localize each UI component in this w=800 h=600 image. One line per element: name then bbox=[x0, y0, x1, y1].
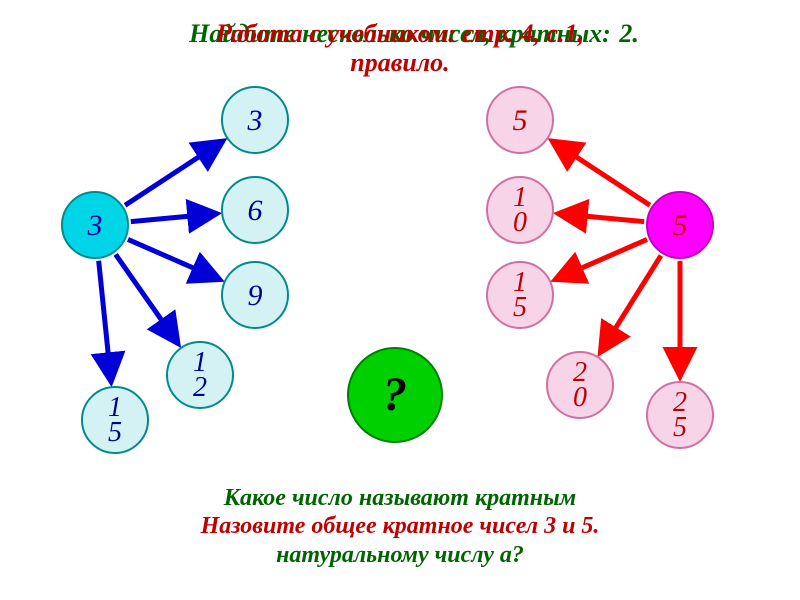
title-overlay-3: 2. bbox=[619, 20, 639, 49]
right-target-node-0: 5 bbox=[486, 86, 554, 154]
arrow bbox=[560, 214, 644, 222]
right-target-node-2: 1 5 bbox=[486, 261, 554, 329]
right-target-node-2-label: 1 5 bbox=[506, 270, 534, 320]
left-target-node-0-label: 3 bbox=[248, 107, 263, 134]
arrow bbox=[128, 239, 218, 279]
right-target-node-4-label: 2 5 bbox=[666, 390, 694, 440]
left-target-node-2-label: 9 bbox=[248, 282, 263, 309]
footer-area: Какое число называют кратным Назовите об… bbox=[0, 484, 800, 570]
right-target-node-3: 2 0 bbox=[546, 351, 614, 419]
left-target-node-4-label: 1 5 bbox=[101, 395, 129, 445]
question-node-label: ? bbox=[383, 373, 407, 416]
arrow bbox=[125, 142, 221, 205]
footer-line-3: натуральному числу a? bbox=[0, 541, 800, 570]
right-center-node: 5 bbox=[646, 191, 714, 259]
right-target-node-1-label: 1 0 bbox=[506, 185, 534, 235]
arrow bbox=[116, 254, 177, 342]
arrow bbox=[99, 261, 111, 380]
left-target-node-4: 1 5 bbox=[81, 386, 149, 454]
arrow bbox=[553, 142, 649, 205]
right-target-node-0-label: 5 bbox=[513, 107, 528, 134]
left-center-node: 3 bbox=[61, 191, 129, 259]
right-target-node-3-label: 2 0 bbox=[566, 360, 594, 410]
footer-line-2: Назовите общее кратное чисел 3 и 5. bbox=[0, 512, 800, 541]
left-target-node-2: 9 bbox=[221, 261, 289, 329]
title-area: Найдите несколько чисел, кратных: Работа… bbox=[0, 20, 800, 49]
arrow bbox=[557, 239, 647, 279]
left-target-node-1-label: 6 bbox=[248, 197, 263, 224]
right-target-node-1: 1 0 bbox=[486, 176, 554, 244]
arrow bbox=[601, 256, 661, 352]
left-center-node-label: 3 bbox=[88, 212, 103, 239]
left-target-node-3-label: 1 2 bbox=[186, 350, 214, 400]
arrow bbox=[131, 214, 215, 222]
left-target-node-1: 6 bbox=[221, 176, 289, 244]
right-target-node-4: 2 5 bbox=[646, 381, 714, 449]
left-target-node-3: 1 2 bbox=[166, 341, 234, 409]
footer-line-1: Какое число называют кратным bbox=[0, 484, 800, 513]
right-center-node-label: 5 bbox=[673, 212, 688, 239]
left-target-node-0: 3 bbox=[221, 86, 289, 154]
title-overlay-2: Работа с учебником: стр. 4, с.1, правило… bbox=[189, 20, 611, 77]
question-node: ? bbox=[347, 347, 443, 443]
